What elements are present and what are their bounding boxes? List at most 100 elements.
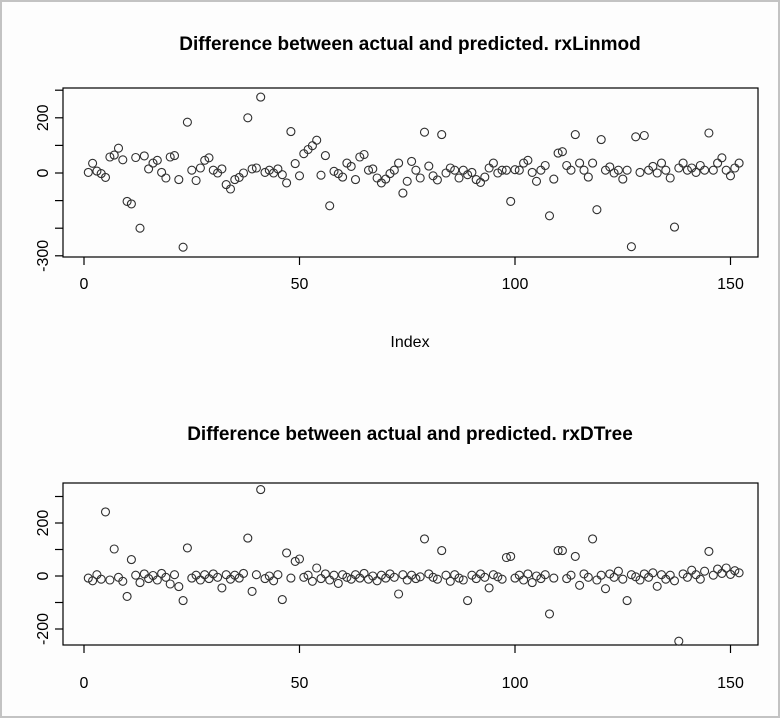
data-point <box>566 570 576 580</box>
y-tick-label: -200 <box>35 613 52 645</box>
data-point <box>523 569 533 579</box>
data-point <box>109 150 119 160</box>
data-point <box>708 570 718 580</box>
data-point <box>325 201 335 211</box>
data-point <box>238 568 249 578</box>
data-point <box>458 575 468 585</box>
data-point <box>506 551 516 561</box>
data-point <box>467 167 477 177</box>
data-point <box>174 582 184 592</box>
data-point <box>126 555 136 565</box>
data-point <box>506 196 516 206</box>
data-point <box>299 572 309 582</box>
data-point <box>182 117 192 127</box>
data-point <box>592 575 602 585</box>
data-point <box>277 595 287 605</box>
data-point <box>717 153 727 163</box>
data-point <box>695 574 705 584</box>
x-tick-label: 50 <box>291 276 309 293</box>
data-point <box>445 576 455 586</box>
data-point <box>665 570 675 580</box>
data-point <box>488 570 498 580</box>
data-point <box>312 135 322 145</box>
data-point <box>691 570 701 580</box>
data-point <box>161 173 171 183</box>
x-tick-label: 150 <box>717 675 744 692</box>
data-point <box>363 165 374 175</box>
data-point <box>609 572 619 582</box>
data-point <box>342 572 352 582</box>
data-point <box>721 165 731 175</box>
data-point <box>88 576 98 586</box>
data-point <box>92 166 102 176</box>
data-point <box>656 158 667 168</box>
data-point <box>441 570 451 580</box>
data-point <box>454 173 464 183</box>
data-point <box>432 574 442 584</box>
data-point <box>704 546 714 556</box>
data-point <box>484 583 494 593</box>
data-point <box>402 176 412 186</box>
data-point <box>553 546 563 556</box>
data-point <box>178 596 188 606</box>
data-point <box>674 163 684 173</box>
data-point <box>338 172 348 182</box>
data-point <box>217 164 227 174</box>
data-point <box>350 175 361 185</box>
data-point <box>553 148 563 158</box>
data-point <box>204 153 214 163</box>
data-point <box>372 173 382 183</box>
data-point <box>575 158 585 168</box>
data-point <box>316 170 326 180</box>
data-point <box>596 570 606 580</box>
data-point <box>238 168 249 178</box>
data-point <box>622 165 632 175</box>
data-point <box>708 165 718 175</box>
plot-box <box>62 482 759 646</box>
data-point <box>294 554 305 564</box>
data-point <box>251 163 261 173</box>
data-point <box>290 159 300 169</box>
data-point <box>497 165 507 175</box>
data-point <box>165 579 175 589</box>
data-point <box>583 572 593 582</box>
x-tick-label: 0 <box>80 276 89 293</box>
data-point <box>544 609 555 619</box>
data-point <box>674 636 684 646</box>
data-point <box>394 589 404 599</box>
data-point <box>282 178 292 188</box>
data-point <box>359 568 369 578</box>
data-point <box>126 199 136 209</box>
data-point <box>217 583 227 593</box>
data-point <box>230 175 240 185</box>
data-point <box>704 128 714 138</box>
data-point <box>152 155 162 165</box>
data-point <box>169 570 180 580</box>
x-tick-label: 100 <box>502 276 529 293</box>
data-point <box>415 173 425 183</box>
data-point <box>256 485 266 495</box>
data-point <box>557 546 567 556</box>
x-tick-label: 50 <box>291 675 309 692</box>
data-point <box>105 575 115 585</box>
data-point <box>316 574 326 584</box>
data-point <box>501 165 511 175</box>
data-point <box>527 167 537 177</box>
data-point <box>562 160 572 171</box>
data-point <box>92 570 102 580</box>
data-point <box>613 566 623 576</box>
data-point <box>195 575 205 585</box>
data-point <box>454 573 464 583</box>
y-tick-label: 200 <box>35 510 52 537</box>
data-point <box>713 564 723 574</box>
data-point <box>247 164 257 174</box>
data-point <box>122 591 132 601</box>
data-point <box>178 242 188 252</box>
data-point <box>83 167 93 177</box>
data-point <box>191 175 201 186</box>
data-point <box>493 572 503 582</box>
data-point <box>398 188 408 198</box>
data-point <box>717 568 727 578</box>
data-point <box>411 574 421 584</box>
data-point <box>411 165 421 175</box>
